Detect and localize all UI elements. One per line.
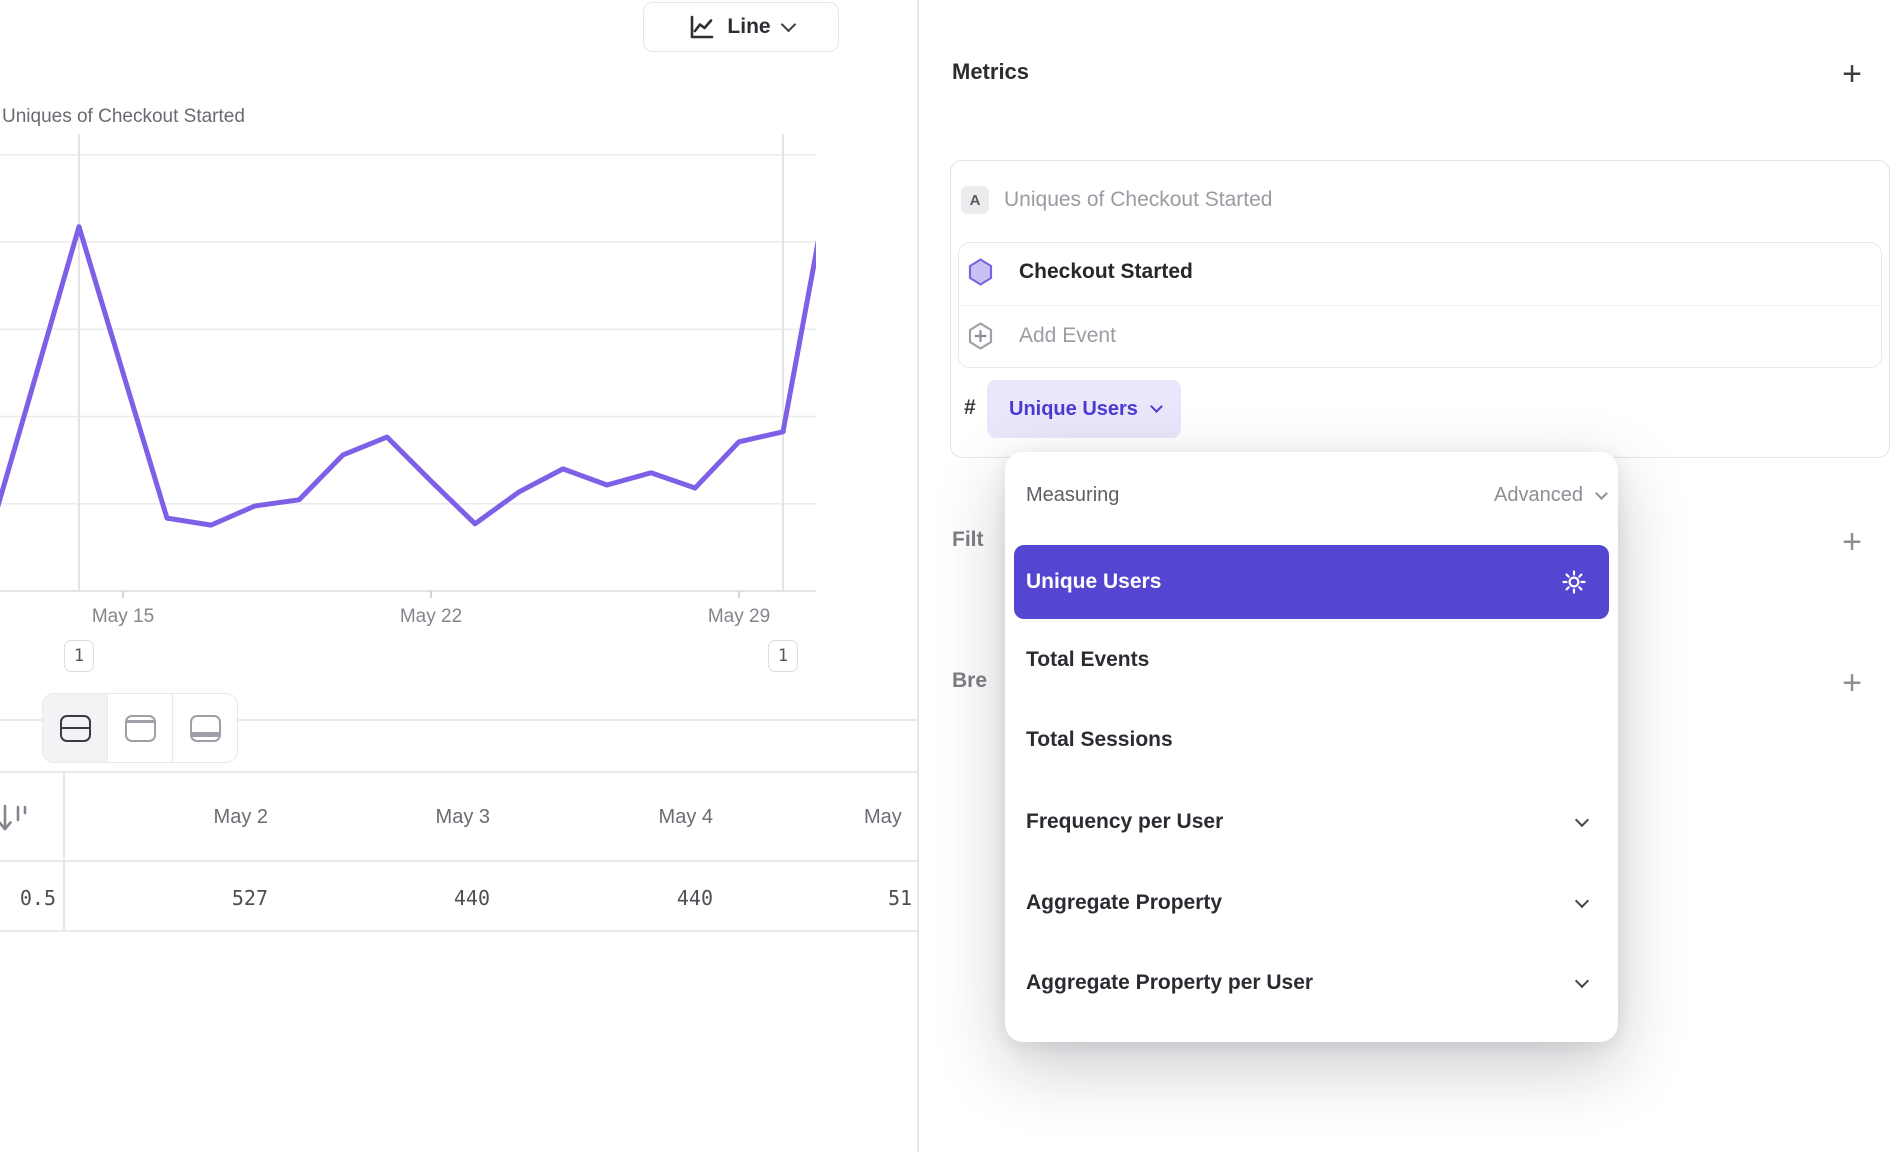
gear-icon[interactable]: [1561, 569, 1587, 595]
dropdown-item-total-sessions[interactable]: Total Sessions: [1014, 711, 1609, 769]
svg-text:May 15: May 15: [92, 606, 154, 627]
dropdown-item-label: Aggregate Property per User: [1026, 971, 1314, 994]
table-header-may2[interactable]: May 2: [213, 806, 268, 828]
chart-only-view-icon: [124, 714, 156, 742]
chevron-down-icon: [1150, 400, 1163, 413]
series-badge: A: [961, 186, 989, 214]
view-toggle-table-only[interactable]: [172, 694, 237, 762]
table-column-divider: [63, 772, 65, 930]
chart-type-button[interactable]: Line: [643, 2, 839, 52]
measuring-label: Measuring: [1026, 484, 1120, 506]
dropdown-item-frequency-per-user[interactable]: Frequency per User: [1014, 793, 1609, 851]
view-toggle-split[interactable]: [43, 694, 107, 762]
table-header-may4[interactable]: May 4: [658, 806, 713, 828]
table-header-border: [0, 860, 917, 862]
svg-text:May 29: May 29: [708, 606, 770, 627]
add-event-label: Add Event: [1019, 324, 1116, 347]
advanced-mode-label: Advanced: [1494, 484, 1583, 506]
dropdown-item-unique-users[interactable]: Unique Users: [1014, 545, 1609, 619]
chart-title: Uniques of Checkout Started: [2, 106, 245, 127]
dropdown-item-label: Unique Users: [1026, 570, 1162, 593]
section-divider: [0, 719, 917, 721]
add-event-row[interactable]: Add Event: [968, 322, 1116, 350]
add-metric-button[interactable]: +: [1842, 55, 1862, 93]
view-toggle: [42, 693, 238, 763]
chevron-down-icon: [1574, 973, 1590, 988]
table-cell-value: 527: [231, 886, 268, 910]
table-cell-value: 51: [888, 886, 913, 910]
annotation-marker[interactable]: 1: [64, 640, 94, 672]
table-header-may5[interactable]: May: [864, 806, 902, 828]
dropdown-item-label: Total Sessions: [1026, 728, 1173, 751]
metrics-section-title: Metrics: [952, 59, 1030, 84]
dropdown-item-label: Aggregate Property: [1026, 891, 1223, 914]
measurement-chip[interactable]: Unique Users: [987, 380, 1181, 438]
table-cell-value: 440: [453, 886, 490, 910]
dropdown-item-label: Frequency per User: [1026, 810, 1224, 833]
pane-divider: [917, 0, 919, 1152]
chevron-down-icon: [1595, 486, 1608, 500]
svg-text:May 22: May 22: [400, 606, 462, 627]
add-breakdown-button[interactable]: +: [1842, 664, 1862, 702]
chart-type-label: Line: [727, 15, 771, 38]
filters-section-label: Filt: [952, 528, 984, 551]
breakdowns-section-label: Bre: [952, 669, 988, 692]
annotation-marker[interactable]: 1: [768, 640, 798, 672]
event-hexagon-icon: [968, 258, 993, 286]
add-event-icon: [968, 322, 993, 350]
line-chart-icon: [691, 15, 714, 38]
table-bottom-border: [0, 930, 917, 932]
line-chart: May 15 May 22 May 29: [0, 134, 816, 627]
table-row-label: 0.5: [19, 886, 56, 910]
event-row[interactable]: Checkout Started: [968, 258, 1193, 286]
chevron-down-icon: [1574, 893, 1590, 908]
table-cell-value: 440: [676, 886, 713, 910]
add-filter-button[interactable]: +: [1842, 523, 1862, 561]
table-header-may3[interactable]: May 3: [435, 806, 490, 828]
dropdown-item-total-events[interactable]: Total Events: [1014, 631, 1609, 689]
split-view-icon: [59, 714, 91, 742]
event-row-divider: [959, 305, 1880, 306]
table-only-view-icon: [189, 714, 221, 742]
sort-descending-icon[interactable]: [0, 798, 30, 838]
advanced-mode-toggle[interactable]: Advanced: [1450, 484, 1608, 507]
table-top-border: [0, 771, 917, 773]
view-toggle-chart-only[interactable]: [107, 694, 172, 762]
dropdown-item-aggregate-property[interactable]: Aggregate Property: [1014, 874, 1609, 932]
event-name: Checkout Started: [1019, 260, 1193, 283]
count-symbol: #: [964, 396, 976, 419]
dropdown-item-aggregate-property-per-user[interactable]: Aggregate Property per User: [1014, 954, 1609, 1012]
chevron-down-icon: [1574, 812, 1590, 827]
measurement-value: Unique Users: [1009, 397, 1138, 420]
series-name[interactable]: Uniques of Checkout Started: [1004, 188, 1273, 211]
dropdown-item-label: Total Events: [1026, 648, 1150, 671]
